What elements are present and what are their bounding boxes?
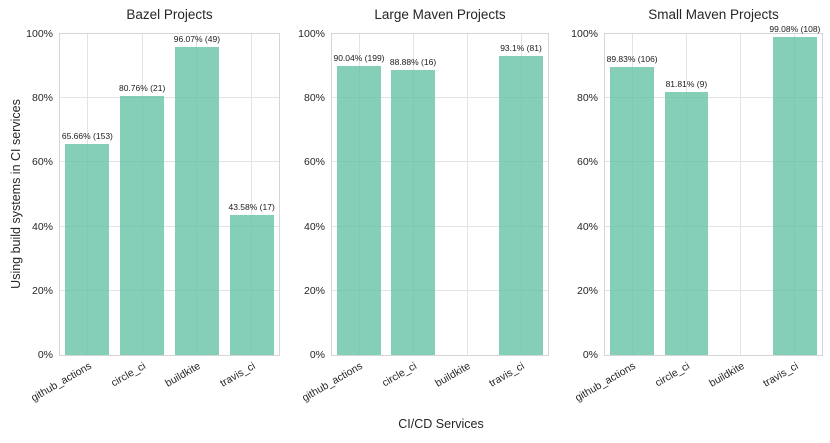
y-tick-label: 80% [576, 92, 598, 105]
y-tick-label: 40% [576, 220, 598, 233]
x-tick-label: travis_ci [487, 360, 527, 390]
y-tick-label: 60% [303, 156, 325, 169]
bar [664, 92, 709, 355]
plot-area: 90.04% (199) 88.88% (16) 93.1% (81) 0% 20% 40… [298, 28, 549, 404]
plot-area: 65.66% (153) 80.76% (21) 96.07% (49) 43.58%… [26, 28, 280, 404]
gridline-v [740, 34, 742, 355]
bar-value-label: 65.66% (153) [61, 131, 113, 142]
chart-panel: Bazel Projects 65.66% (153) 80.76% (21) 96.… [26, 7, 280, 404]
x-tick-label: github_actions [300, 360, 365, 405]
bar [610, 66, 654, 355]
x-tick-label: buildkite [163, 360, 203, 390]
bar-value-label: 80.76% (21) [118, 82, 166, 93]
chart-panel: Small Maven Projects 89.83% (106) 81.81% (… [571, 7, 823, 404]
gridline-h [332, 225, 548, 227]
gridline-h [605, 225, 822, 227]
chart-title: Small Maven Projects [648, 7, 779, 22]
gridline-h [332, 289, 548, 291]
bar [229, 215, 274, 355]
gridline-v [251, 34, 253, 355]
bar [499, 56, 543, 355]
chart-title: Bazel Projects [126, 7, 213, 22]
bar [391, 69, 435, 355]
bar-value-label: 81.81% (9) [665, 79, 708, 90]
y-tick-label: 40% [31, 220, 53, 233]
y-tick-label: 80% [303, 92, 325, 105]
chart-title: Large Maven Projects [374, 7, 506, 22]
bar-value-label: 89.83% (106) [606, 53, 658, 64]
bar [65, 144, 110, 355]
y-tick-label: 0% [582, 349, 598, 361]
gridline-h [332, 97, 548, 99]
gridline-h [605, 161, 822, 163]
y-tick-label: 60% [31, 156, 53, 169]
x-tick-label: github_actions [573, 360, 639, 405]
x-axis-label: CI/CD Services [398, 417, 484, 431]
x-tick-label: github_actions [28, 360, 94, 405]
x-tick-label: travis_ci [761, 360, 801, 390]
bar [174, 46, 219, 355]
y-tick-label: 0% [309, 349, 325, 361]
x-tick-label: buildkite [707, 360, 747, 390]
y-axis-label: Using build systems in CI services [9, 99, 23, 289]
y-tick-label: 60% [576, 156, 598, 169]
gridline-h [60, 289, 279, 291]
y-tick-label: 20% [31, 284, 53, 297]
y-tick-label: 100% [571, 28, 598, 40]
y-tick-label: 100% [298, 28, 325, 40]
x-tick-label: circle_ci [653, 360, 693, 390]
gridline-h [60, 97, 279, 99]
y-tick-label: 0% [37, 349, 53, 361]
plot-area: 89.83% (106) 81.81% (9) 99.08% (108) 0% 20% 4… [571, 24, 823, 404]
bar-value-label: 88.88% (16) [389, 56, 437, 67]
x-tick-label: travis_ci [218, 360, 258, 390]
gridline-h [332, 161, 548, 163]
bar-value-label: 99.08% (108) [769, 23, 821, 34]
y-tick-label: 20% [576, 284, 598, 297]
gridline-v [466, 34, 468, 355]
bar [120, 95, 165, 355]
y-tick-label: 80% [31, 92, 53, 105]
bar-value-label: 93.1% (81) [500, 43, 542, 54]
bar-value-label: 43.58% (17) [228, 202, 275, 213]
bar-value-label: 96.07% (49) [173, 33, 221, 44]
chart-panel: Large Maven Projects 90.04% (199) 88.88% (… [298, 7, 549, 404]
gridline-h [605, 289, 822, 291]
y-tick-label: 40% [303, 220, 325, 233]
gridline-h [60, 225, 279, 227]
x-tick-label: circle_ci [109, 360, 149, 390]
y-tick-label: 20% [303, 284, 325, 297]
y-tick-label: 100% [26, 28, 53, 40]
gridline-h [60, 161, 279, 163]
bar [337, 65, 381, 355]
x-tick-label: buildkite [433, 360, 473, 390]
bar [773, 36, 817, 355]
gridline-h [605, 97, 822, 99]
bar-value-label: 90.04% (199) [333, 52, 385, 63]
x-tick-label: circle_ci [380, 360, 419, 390]
